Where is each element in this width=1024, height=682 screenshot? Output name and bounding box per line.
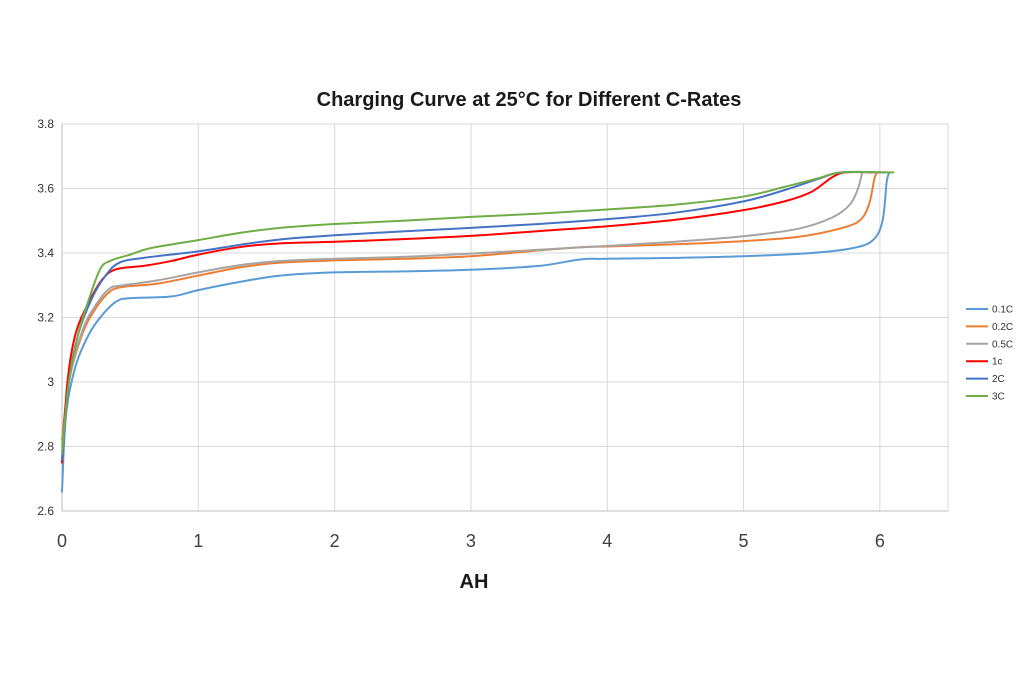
legend: 0.1C 0.2C 0.5C 1c 2C 3C xyxy=(966,305,1013,403)
series-line-0-5c xyxy=(61,171,864,448)
x-tick-label: 6 xyxy=(875,531,885,551)
x-tick-label: 0 xyxy=(57,531,67,551)
legend-label-0-1c: 0.1C xyxy=(992,305,1013,316)
x-tick-label: 5 xyxy=(739,531,749,551)
legend-label-0-5c: 0.5C xyxy=(992,339,1013,350)
legend-label-2c: 2C xyxy=(992,374,1005,385)
series-lines xyxy=(61,170,895,493)
x-tick-label: 3 xyxy=(466,531,476,551)
grid xyxy=(61,123,949,512)
x-tick-label: 4 xyxy=(602,531,612,551)
y-tick-label: 2.8 xyxy=(37,440,54,454)
legend-label-0-2c: 0.2C xyxy=(992,322,1013,333)
x-axis-ticks: 0 1 2 3 4 5 6 xyxy=(57,531,885,551)
legend-label-3c: 3C xyxy=(992,392,1005,403)
y-tick-label: 3.8 xyxy=(37,117,54,131)
series-line-2c xyxy=(61,170,888,461)
y-tick-label: 3.4 xyxy=(37,246,54,260)
y-tick-label: 3.2 xyxy=(37,311,54,325)
x-axis-label: AH xyxy=(460,571,489,593)
y-axis-ticks: 2.6 2.8 3 3.2 3.4 3.6 3.8 xyxy=(37,117,54,518)
y-tick-label: 2.6 xyxy=(37,504,54,518)
y-tick-label: 3 xyxy=(47,375,54,389)
series-line-0-2c xyxy=(61,171,879,442)
x-tick-label: 2 xyxy=(330,531,340,551)
x-tick-label: 1 xyxy=(193,531,203,551)
legend-label-1c: 1c xyxy=(992,357,1003,368)
series-line-0-1c xyxy=(61,171,891,493)
series-line-3c xyxy=(61,170,895,454)
y-tick-label: 3.6 xyxy=(37,182,54,196)
chart-title: Charging Curve at 25°C for Different C-R… xyxy=(317,89,742,111)
